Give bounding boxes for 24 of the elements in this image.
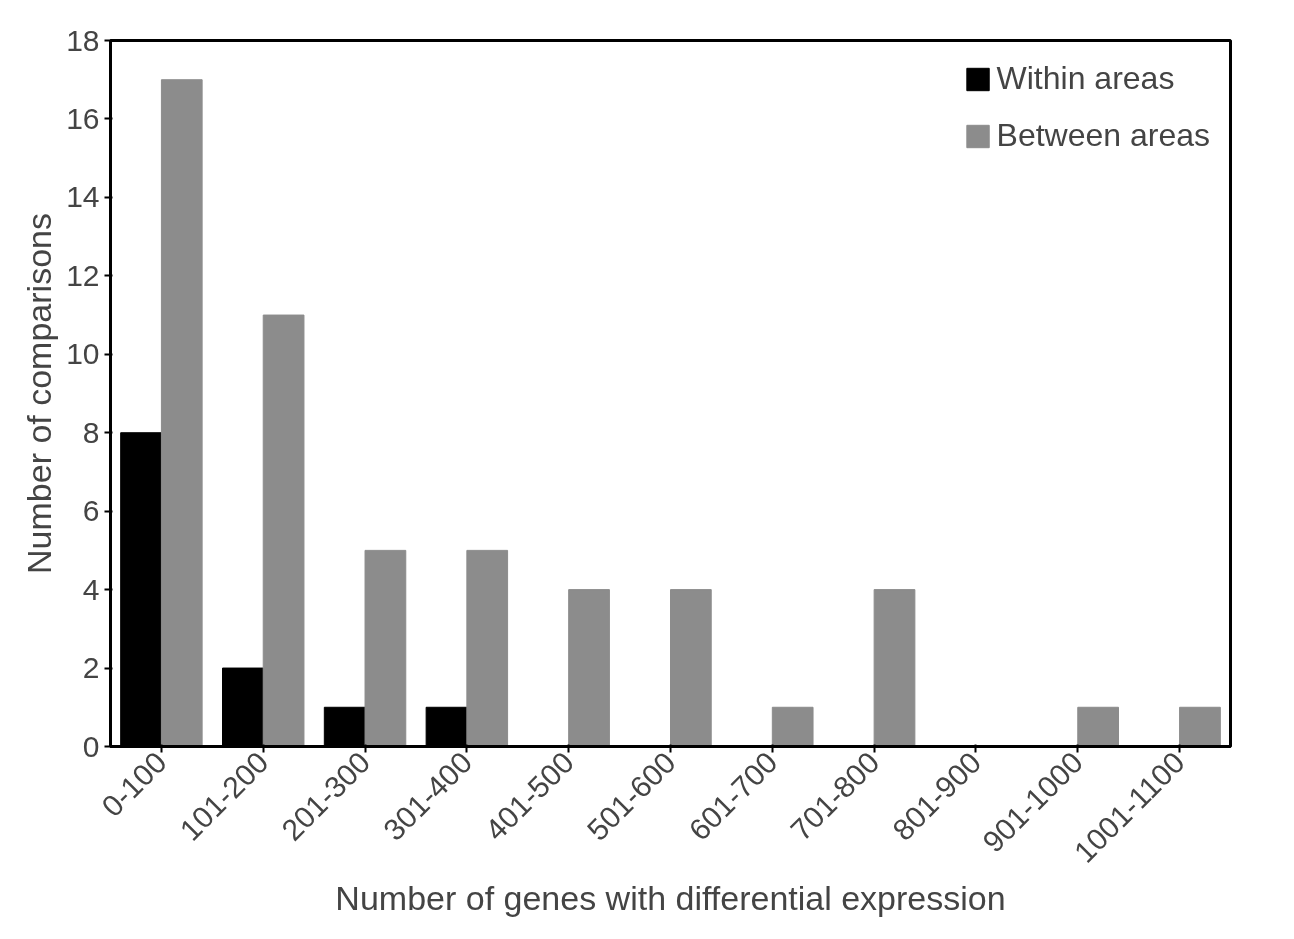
x-axis-title: Number of genes with differential expression (335, 879, 1006, 918)
y-tick-label: 8 (82, 415, 100, 449)
y-axis-title: Number of comparisons (20, 213, 59, 574)
bar (568, 589, 610, 747)
y-tick-label: 2 (82, 651, 100, 685)
bar (364, 549, 407, 747)
y-tick-label: 6 (82, 494, 100, 528)
bar (1179, 706, 1221, 747)
y-tick-label: 0 (82, 729, 100, 763)
bar (160, 79, 203, 747)
bar (262, 314, 305, 747)
bar (670, 589, 712, 747)
legend-label: Within areas (996, 60, 1175, 97)
legend-label: Between areas (996, 117, 1210, 154)
y-tick-label: 10 (66, 337, 100, 371)
y-tick-label: 18 (66, 23, 100, 57)
y-tick-label: 12 (66, 258, 100, 292)
y-tick-label: 14 (66, 180, 100, 214)
bar (1077, 706, 1119, 747)
y-tick-label: 4 (82, 572, 100, 606)
y-tick-label: 16 (66, 101, 100, 135)
bar (873, 589, 916, 747)
bar (466, 549, 509, 747)
bar (771, 706, 814, 747)
